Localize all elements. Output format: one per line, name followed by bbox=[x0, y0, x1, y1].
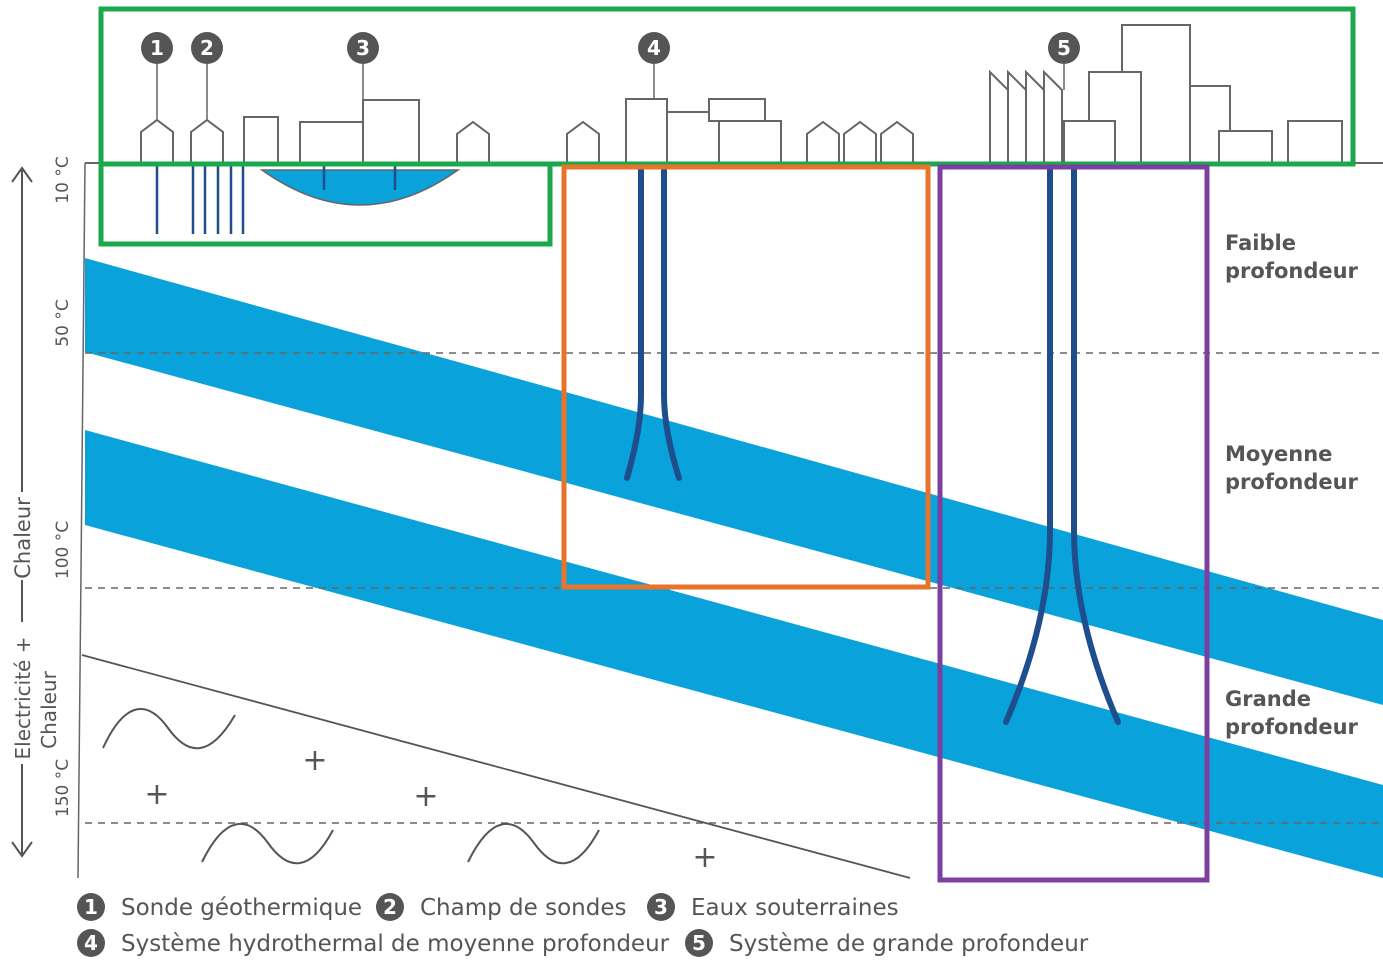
legend-item-4: 4 Système hydrothermal de moyenne profon… bbox=[77, 929, 670, 957]
arrow-down-icon bbox=[11, 841, 33, 858]
plus-icon: + bbox=[144, 777, 169, 812]
deep-well bbox=[1003, 167, 1053, 725]
badge-5: 5 bbox=[1048, 32, 1080, 64]
deep-well bbox=[1071, 167, 1121, 725]
temp-label-100: 100 °C bbox=[53, 521, 73, 579]
svg-text:3: 3 bbox=[654, 895, 668, 919]
svg-text:Système hydrothermal de moyenn: Système hydrothermal de moyenne profonde… bbox=[121, 931, 670, 957]
depth-label-shallow-2: profondeur bbox=[1225, 259, 1359, 283]
legend-item-5: 5 Système de grande profondeur bbox=[685, 929, 1089, 957]
axis-label-heat-lower: Chaleur bbox=[37, 670, 61, 748]
legend-item-2: 2 Champ de sondes bbox=[376, 893, 626, 921]
aquifer-band-upper bbox=[85, 258, 1383, 705]
svg-text:Sonde géothermique: Sonde géothermique bbox=[121, 895, 362, 921]
groundwater-basin bbox=[259, 169, 461, 206]
badge-4: 4 bbox=[638, 32, 670, 64]
svg-text:5: 5 bbox=[692, 931, 706, 955]
temp-label-150: 150 °C bbox=[53, 759, 73, 817]
legend: 1 Sonde géothermique 2 Champ de sondes 3… bbox=[77, 893, 1089, 957]
deep-system-box bbox=[937, 164, 1210, 883]
badge-3: 3 bbox=[347, 32, 379, 64]
temp-label-50: 50 °C bbox=[53, 299, 73, 346]
legend-item-1: 1 Sonde géothermique bbox=[77, 893, 362, 921]
svg-text:4: 4 bbox=[647, 36, 661, 60]
svg-text:4: 4 bbox=[84, 931, 98, 955]
axis-label-heat: Chaleur bbox=[11, 497, 35, 579]
depth-label-deep: Grande bbox=[1225, 687, 1311, 711]
badge-1: 1 bbox=[141, 32, 173, 64]
medium-depth-box bbox=[561, 164, 931, 590]
svg-text:Champ de sondes: Champ de sondes bbox=[420, 895, 626, 921]
depth-label-shallow: Faible bbox=[1225, 231, 1296, 255]
aquifer-band-lower bbox=[85, 430, 1383, 878]
svg-text:1: 1 bbox=[84, 895, 98, 919]
magma-wave-icon bbox=[201, 822, 334, 865]
plus-icon: + bbox=[692, 840, 717, 875]
axis-label-electricity: Electricité + bbox=[11, 637, 35, 760]
magma-boundary bbox=[81, 654, 911, 879]
svg-text:5: 5 bbox=[1057, 36, 1071, 60]
magma-wave-icon bbox=[467, 822, 600, 865]
svg-text:2: 2 bbox=[200, 36, 214, 60]
plus-icon: + bbox=[302, 743, 327, 778]
buildings-medium bbox=[566, 98, 914, 164]
arrow-up-icon bbox=[11, 166, 33, 183]
depth-label-deep-2: profondeur bbox=[1225, 715, 1359, 739]
magma-wave-icon bbox=[102, 708, 236, 750]
buildings-shallow bbox=[140, 99, 490, 164]
depth-label-medium-2: profondeur bbox=[1225, 470, 1359, 494]
temp-label-10: 10 °C bbox=[53, 156, 73, 203]
svg-text:3: 3 bbox=[356, 36, 370, 60]
svg-text:Eaux souterraines: Eaux souterraines bbox=[691, 895, 899, 921]
svg-text:1: 1 bbox=[150, 36, 164, 60]
buildings-deep bbox=[989, 24, 1343, 164]
shallow-systems-box-top bbox=[98, 6, 1356, 167]
probe-field bbox=[191, 163, 245, 234]
shallow-systems-box-bottom bbox=[98, 161, 553, 247]
badge-2: 2 bbox=[191, 32, 223, 64]
svg-text:2: 2 bbox=[383, 895, 397, 919]
medium-depth-well bbox=[624, 167, 644, 481]
legend-item-3: 3 Eaux souterraines bbox=[647, 893, 899, 921]
svg-text:Système de grande profondeur: Système de grande profondeur bbox=[729, 931, 1089, 957]
badge-stems bbox=[156, 64, 1065, 120]
plus-icon: + bbox=[413, 779, 438, 814]
diagram-left-edge bbox=[77, 162, 86, 879]
depth-label-medium: Moyenne bbox=[1225, 442, 1332, 466]
medium-depth-well bbox=[661, 167, 682, 481]
